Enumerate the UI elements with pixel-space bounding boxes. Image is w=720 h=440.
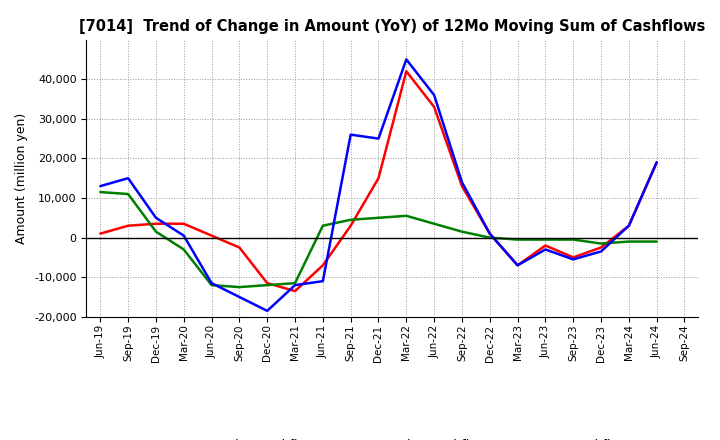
Investing Cashflow bbox=[124, 191, 132, 197]
Investing Cashflow bbox=[569, 237, 577, 242]
Operating Cashflow bbox=[458, 183, 467, 189]
Free Cashflow bbox=[541, 247, 550, 252]
Operating Cashflow bbox=[179, 221, 188, 226]
Free Cashflow bbox=[179, 233, 188, 238]
Investing Cashflow bbox=[374, 215, 383, 220]
Operating Cashflow bbox=[541, 243, 550, 248]
Investing Cashflow bbox=[652, 239, 661, 244]
Investing Cashflow bbox=[263, 282, 271, 288]
Investing Cashflow bbox=[235, 284, 243, 290]
Investing Cashflow bbox=[291, 281, 300, 286]
Operating Cashflow bbox=[624, 223, 633, 228]
Free Cashflow bbox=[430, 92, 438, 98]
Line: Free Cashflow: Free Cashflow bbox=[100, 59, 657, 311]
Free Cashflow bbox=[346, 132, 355, 137]
Investing Cashflow bbox=[597, 241, 606, 246]
Operating Cashflow bbox=[597, 245, 606, 250]
Operating Cashflow bbox=[235, 245, 243, 250]
Operating Cashflow bbox=[485, 231, 494, 236]
Title: [7014]  Trend of Change in Amount (YoY) of 12Mo Moving Sum of Cashflows: [7014] Trend of Change in Amount (YoY) o… bbox=[79, 19, 706, 34]
Operating Cashflow bbox=[318, 263, 327, 268]
Free Cashflow bbox=[318, 279, 327, 284]
Free Cashflow bbox=[263, 308, 271, 313]
Operating Cashflow bbox=[430, 104, 438, 110]
Free Cashflow bbox=[291, 282, 300, 288]
Free Cashflow bbox=[235, 294, 243, 300]
Investing Cashflow bbox=[179, 247, 188, 252]
Free Cashflow bbox=[624, 223, 633, 228]
Investing Cashflow bbox=[430, 221, 438, 226]
Free Cashflow bbox=[402, 57, 410, 62]
Operating Cashflow bbox=[291, 289, 300, 294]
Free Cashflow bbox=[569, 257, 577, 262]
Investing Cashflow bbox=[96, 189, 104, 194]
Investing Cashflow bbox=[318, 223, 327, 228]
Free Cashflow bbox=[124, 176, 132, 181]
Investing Cashflow bbox=[152, 229, 161, 234]
Investing Cashflow bbox=[346, 217, 355, 222]
Investing Cashflow bbox=[458, 229, 467, 234]
Free Cashflow bbox=[652, 160, 661, 165]
Operating Cashflow bbox=[124, 223, 132, 228]
Free Cashflow bbox=[597, 249, 606, 254]
Investing Cashflow bbox=[402, 213, 410, 218]
Investing Cashflow bbox=[541, 237, 550, 242]
Free Cashflow bbox=[458, 180, 467, 185]
Investing Cashflow bbox=[485, 235, 494, 240]
Operating Cashflow bbox=[374, 176, 383, 181]
Free Cashflow bbox=[513, 263, 522, 268]
Investing Cashflow bbox=[207, 282, 216, 288]
Y-axis label: Amount (million yen): Amount (million yen) bbox=[16, 113, 29, 244]
Operating Cashflow bbox=[652, 160, 661, 165]
Operating Cashflow bbox=[263, 281, 271, 286]
Operating Cashflow bbox=[152, 221, 161, 226]
Free Cashflow bbox=[485, 231, 494, 236]
Investing Cashflow bbox=[624, 239, 633, 244]
Operating Cashflow bbox=[346, 223, 355, 228]
Operating Cashflow bbox=[96, 231, 104, 236]
Free Cashflow bbox=[207, 281, 216, 286]
Operating Cashflow bbox=[402, 69, 410, 74]
Operating Cashflow bbox=[513, 263, 522, 268]
Free Cashflow bbox=[374, 136, 383, 141]
Operating Cashflow bbox=[569, 255, 577, 260]
Line: Operating Cashflow: Operating Cashflow bbox=[100, 71, 657, 291]
Operating Cashflow bbox=[207, 233, 216, 238]
Free Cashflow bbox=[152, 215, 161, 220]
Free Cashflow bbox=[96, 183, 104, 189]
Investing Cashflow bbox=[513, 237, 522, 242]
Line: Investing Cashflow: Investing Cashflow bbox=[100, 192, 657, 287]
